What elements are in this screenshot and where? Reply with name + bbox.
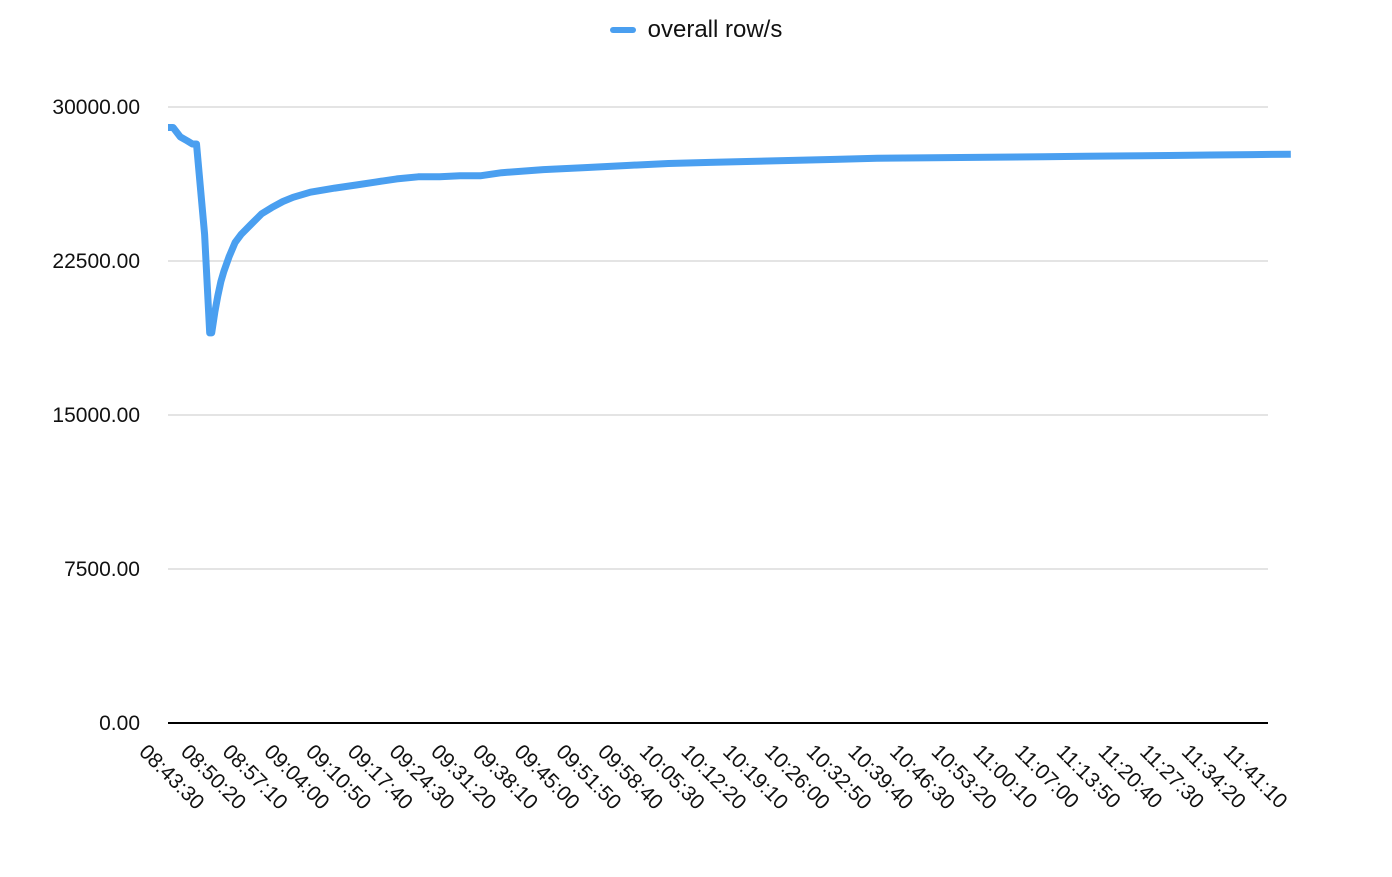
data-point <box>310 192 311 193</box>
data-point <box>282 201 283 202</box>
data-point <box>241 234 242 235</box>
data-point <box>835 159 836 160</box>
data-point <box>1290 154 1291 155</box>
y-tick-label: 22500.00 <box>52 250 140 273</box>
data-point <box>196 143 197 144</box>
data-point <box>1168 155 1169 156</box>
data-point <box>229 256 230 257</box>
series-line <box>168 124 1291 337</box>
data-point <box>1252 154 1253 155</box>
data-point <box>668 163 669 164</box>
data-point <box>168 127 169 128</box>
data-point <box>439 176 440 177</box>
y-tick-label: 30000.00 <box>52 96 140 119</box>
legend: overall row/s <box>0 14 1392 46</box>
data-point <box>220 281 221 282</box>
data-point <box>710 162 711 163</box>
data-point <box>214 312 215 313</box>
data-point <box>480 175 481 176</box>
data-point <box>585 167 586 168</box>
data-point <box>918 157 919 158</box>
data-point <box>793 160 794 161</box>
data-point <box>396 178 397 179</box>
data-point <box>180 136 181 137</box>
data-point <box>261 213 262 214</box>
data-point <box>192 143 193 144</box>
data-point <box>204 234 205 235</box>
data-point <box>209 332 210 333</box>
data-point <box>751 161 752 162</box>
data-point <box>1085 156 1086 157</box>
data-point <box>223 271 224 272</box>
data-point <box>1127 155 1128 156</box>
data-point <box>418 176 419 177</box>
data-point <box>251 224 252 225</box>
data-point <box>626 165 627 166</box>
data-point <box>501 172 502 173</box>
data-point <box>271 207 272 208</box>
data-point <box>235 242 236 243</box>
data-point <box>376 181 377 182</box>
y-tick-label: 7500.00 <box>64 558 140 581</box>
data-point <box>334 188 335 189</box>
data-point <box>960 157 961 158</box>
data-point <box>293 197 294 198</box>
legend-label: overall row/s <box>647 16 783 43</box>
data-point <box>217 295 218 296</box>
data-point <box>356 185 357 186</box>
data-point <box>876 158 877 159</box>
data-point <box>1210 155 1211 156</box>
data-point <box>187 140 188 141</box>
data-point <box>459 175 460 176</box>
data-point <box>1043 156 1044 157</box>
data-point <box>543 169 544 170</box>
y-tick-label: 0.00 <box>99 712 140 735</box>
data-point <box>211 332 212 333</box>
y-tick-label: 15000.00 <box>52 404 140 427</box>
data-point <box>1002 157 1003 158</box>
data-point <box>173 127 174 128</box>
legend-swatch <box>609 27 636 33</box>
